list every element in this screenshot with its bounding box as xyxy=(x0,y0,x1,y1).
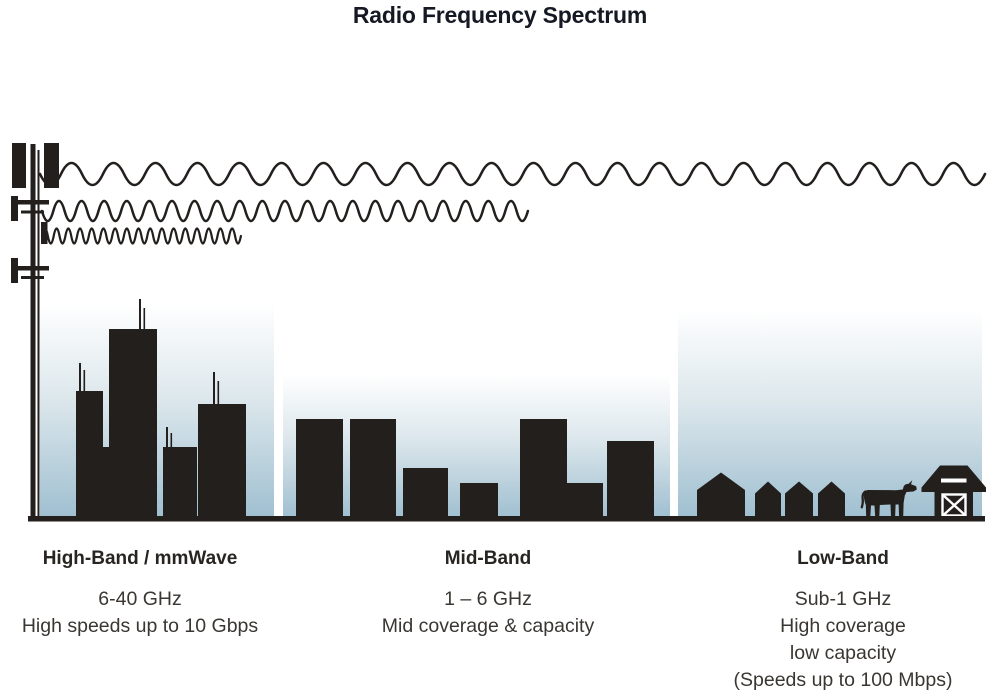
band-description: High coverage xyxy=(780,615,906,637)
band-label-low: Low-Band Sub-1 GHz High coverage low cap… xyxy=(693,548,993,694)
house-icon xyxy=(785,481,813,518)
spectrum-diagram xyxy=(11,143,987,522)
band-name: Low-Band xyxy=(797,548,889,569)
barn-icon xyxy=(921,465,986,518)
band-description: low capacity xyxy=(789,642,897,664)
band-frequency: Sub-1 GHz xyxy=(794,588,892,610)
band-name: High-Band / mmWave xyxy=(42,548,238,569)
house-icon xyxy=(755,481,781,518)
band-label-mid: Mid-Band 1 – 6 GHz Mid coverage & capaci… xyxy=(338,548,638,640)
long-wave-low-frequency-icon xyxy=(38,161,987,187)
city-skyline-icon xyxy=(76,299,246,518)
cell-tower-icon xyxy=(11,143,59,517)
band-name: Mid-Band xyxy=(444,548,532,569)
band-description: Mid coverage & capacity xyxy=(381,615,595,637)
short-wave-high-frequency-icon xyxy=(40,227,242,245)
radio-waves xyxy=(38,161,987,245)
house-icon xyxy=(818,481,845,518)
medium-wave-mid-frequency-icon xyxy=(40,199,530,223)
band-frequency: 1 – 6 GHz xyxy=(444,588,532,610)
band-frequency: 6-40 GHz xyxy=(98,588,182,610)
suburban-buildings-icon xyxy=(296,419,654,518)
rural-scene xyxy=(697,465,986,518)
band-description: High speeds up to 10 Gbps xyxy=(21,615,259,637)
cow-icon xyxy=(860,480,917,517)
ground-line xyxy=(28,516,985,522)
band-description: (Speeds up to 100 Mbps) xyxy=(733,669,953,691)
house-icon xyxy=(697,472,745,518)
band-label-high: High-Band / mmWave 6-40 GHz High speeds … xyxy=(0,548,290,640)
page-title: Radio Frequency Spectrum xyxy=(352,2,648,28)
